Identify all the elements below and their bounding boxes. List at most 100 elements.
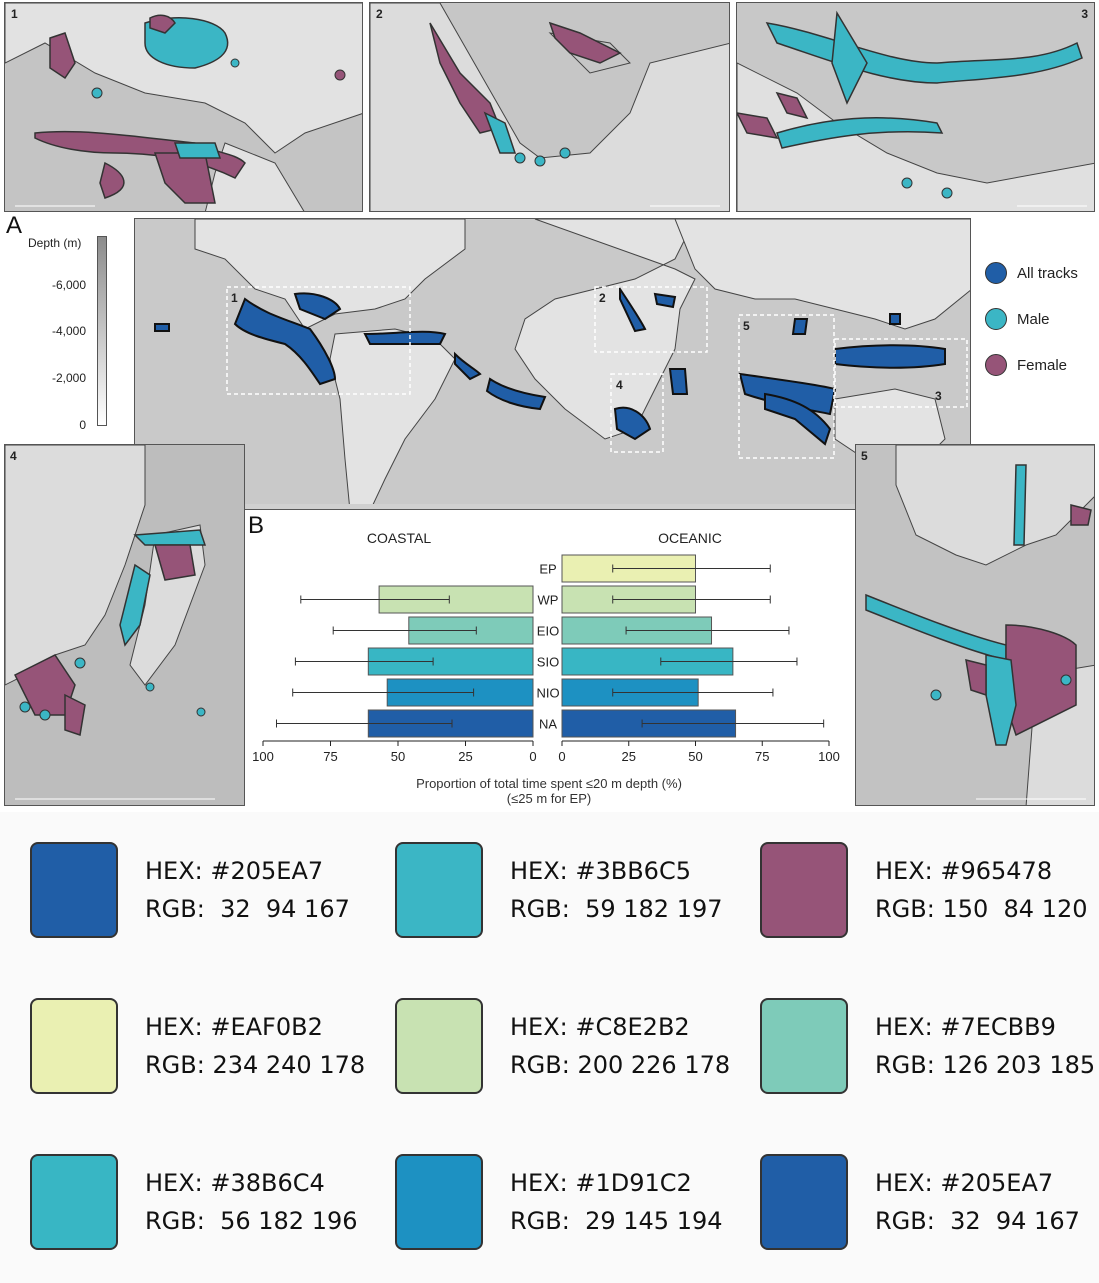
swatch-rgb: RGB: 29 145 194 (510, 1207, 723, 1235)
depth-tick: -6,000 (51, 278, 86, 292)
axis-tick-label: 100 (818, 749, 840, 764)
category-label: SIO (537, 655, 559, 670)
color-swatch (760, 842, 848, 938)
world-map-graphic (135, 219, 970, 509)
chart-axis: 100 75 50 25 0 0 25 50 75 100 (252, 740, 840, 764)
inset-map-2-graphic (370, 3, 729, 211)
inset-map-4-graphic (5, 445, 244, 805)
legend-item-female: Female (985, 354, 1067, 376)
chart-title-coastal: COASTAL (367, 530, 432, 546)
legend-dot-icon (985, 262, 1007, 284)
inset-label-4: 4 (10, 449, 17, 463)
chart-title-oceanic: OCEANIC (658, 530, 722, 546)
depth-tick: -2,000 (51, 371, 86, 385)
axis-tick-label: 75 (755, 749, 769, 764)
color-swatch-label: HEX: #205EA7 RGB: 32 94 167 (145, 852, 350, 928)
depth-scale-title: Depth (m) (28, 236, 82, 250)
inset-label-1: 1 (11, 7, 18, 21)
swatch-hex: HEX: #965478 (875, 857, 1053, 885)
inset-map-3: 3 (736, 2, 1095, 212)
depth-bar-chart: COASTAL OCEANIC EP WP EIO SIO NIO NA 100 75 50 2… (252, 530, 840, 806)
color-swatch-label: HEX: #205EA7 RGB: 32 94 167 (875, 1164, 1080, 1240)
swatch-hex: HEX: #205EA7 (875, 1169, 1054, 1197)
panel-label-b: B (248, 512, 265, 539)
inset-map-5: 5 (855, 444, 1095, 806)
color-swatch-label: HEX: #38B6C4 RGB: 56 182 196 (145, 1164, 358, 1240)
swatch-rgb: RGB: 200 226 178 (510, 1051, 731, 1079)
chart-bars (276, 554, 825, 738)
inset-map-1-graphic (5, 3, 362, 211)
color-swatch (395, 1154, 483, 1250)
chart-xlabel-note: (≤25 m for EP) (507, 791, 591, 806)
swatch-rgb: RGB: 32 94 167 (145, 895, 350, 923)
map-box-label-3: 3 (935, 389, 942, 403)
color-swatch-label: HEX: #965478 RGB: 150 84 120 (875, 852, 1088, 928)
depth-tick: -4,000 (51, 324, 86, 338)
legend-item-all-tracks: All tracks (985, 262, 1078, 284)
color-swatch (30, 842, 118, 938)
legend-label: Female (1017, 356, 1068, 374)
swatch-hex: HEX: #EAF0B2 (145, 1013, 323, 1041)
axis-tick-label: 25 (622, 749, 636, 764)
category-label: NA (539, 717, 557, 732)
inset-label-5: 5 (861, 449, 868, 463)
legend-dot-icon (985, 354, 1007, 376)
panel-label-a: A (6, 212, 23, 239)
legend-item-male: Male (985, 308, 1050, 330)
chart-xlabel: Proportion of total time spent ≤20 m dep… (416, 776, 682, 791)
category-label: EP (539, 562, 556, 577)
color-swatch-label: HEX: #EAF0B2 RGB: 234 240 178 (145, 1008, 365, 1084)
world-map: 1 2 3 4 5 (134, 218, 971, 510)
category-label: WP (538, 593, 559, 608)
axis-tick-label: 100 (252, 749, 274, 764)
axis-tick-label: 50 (688, 749, 702, 764)
swatch-hex: HEX: #38B6C4 (145, 1169, 325, 1197)
category-label: NIO (536, 686, 559, 701)
inset-label-2: 2 (376, 7, 383, 21)
swatch-rgb: RGB: 32 94 167 (875, 1207, 1080, 1235)
depth-tick: 0 (79, 418, 86, 432)
category-label: EIO (537, 624, 559, 639)
color-swatch-label: HEX: #3BB6C5 RGB: 59 182 197 (510, 852, 723, 928)
map-box-label-2: 2 (599, 291, 606, 305)
map-box-label-4: 4 (616, 378, 623, 392)
inset-map-5-graphic (856, 445, 1094, 805)
color-swatch (395, 842, 483, 938)
axis-tick-label: 0 (558, 749, 565, 764)
inset-map-4: 4 (4, 444, 245, 806)
color-swatch-label: HEX: #C8E2B2 RGB: 200 226 178 (510, 1008, 730, 1084)
color-swatch (30, 998, 118, 1094)
swatch-hex: HEX: #205EA7 (145, 857, 324, 885)
color-swatch-panel: HEX: #205EA7 RGB: 32 94 167 HEX: #3BB6C5 RG… (0, 812, 1099, 1283)
depth-scale-bar (97, 236, 107, 426)
legend-dot-icon (985, 308, 1007, 330)
color-swatch (760, 1154, 848, 1250)
map-box-label-5: 5 (743, 319, 750, 333)
inset-map-1: 1 (4, 2, 363, 212)
swatch-rgb: RGB: 234 240 178 (145, 1051, 366, 1079)
swatch-hex: HEX: #1D91C2 (510, 1169, 692, 1197)
legend-label: All tracks (1017, 264, 1078, 282)
color-swatch-label: HEX: #7ECBB9 RGB: 126 203 185 (875, 1008, 1095, 1084)
swatch-hex: HEX: #C8E2B2 (510, 1013, 690, 1041)
color-swatch (760, 998, 848, 1094)
swatch-rgb: RGB: 59 182 197 (510, 895, 723, 923)
color-swatch (395, 998, 483, 1094)
map-box-label-1: 1 (231, 291, 238, 305)
color-swatch-label: HEX: #1D91C2 RGB: 29 145 194 (510, 1164, 723, 1240)
swatch-rgb: RGB: 56 182 196 (145, 1207, 358, 1235)
swatch-hex: HEX: #7ECBB9 (875, 1013, 1056, 1041)
swatch-rgb: RGB: 126 203 185 (875, 1051, 1096, 1079)
color-swatch (30, 1154, 118, 1250)
inset-map-3-graphic (737, 3, 1094, 211)
inset-map-2: 2 (369, 2, 730, 212)
legend-label: Male (1017, 310, 1050, 328)
axis-tick-label: 75 (323, 749, 337, 764)
axis-tick-label: 0 (529, 749, 536, 764)
swatch-rgb: RGB: 150 84 120 (875, 895, 1088, 923)
axis-tick-label: 50 (391, 749, 405, 764)
chart-category-labels: EP WP EIO SIO NIO NA (536, 562, 559, 732)
swatch-hex: HEX: #3BB6C5 (510, 857, 691, 885)
inset-label-3: 3 (1081, 7, 1088, 21)
axis-tick-label: 25 (458, 749, 472, 764)
